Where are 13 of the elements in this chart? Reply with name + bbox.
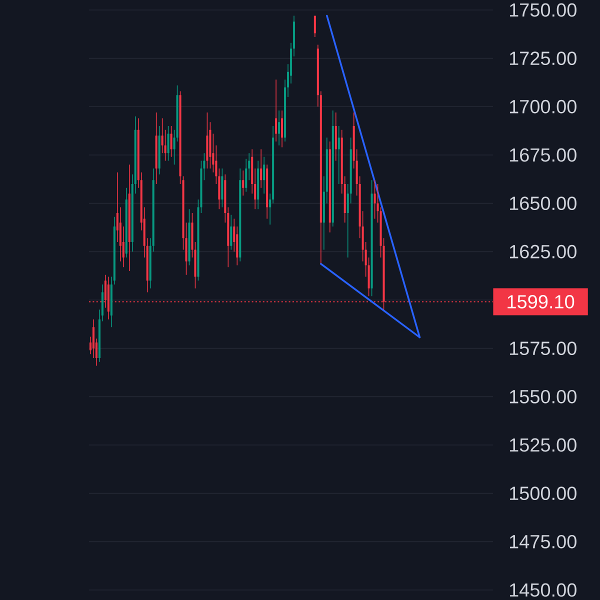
y-tick-label: 1475.00 [510, 534, 576, 548]
y-tick-label: 1725.00 [510, 52, 576, 66]
ref-line-label: 1599.10 [508, 295, 574, 308]
y-tick-label: 1700.00 [510, 100, 576, 114]
y-tick-label: 1750.00 [510, 3, 576, 17]
y-tick-label: 1525.00 [510, 438, 576, 452]
y-tick-label: 1575.00 [510, 342, 576, 356]
y-tick-label: 1450.00 [510, 583, 576, 597]
y-tick-label: 1650.00 [510, 196, 576, 210]
y-tick-label: 1550.00 [510, 390, 576, 404]
y-tick-label: 1675.00 [510, 148, 576, 162]
y-tick-label: 1500.00 [510, 486, 576, 500]
y-tick-label: 1625.00 [510, 244, 576, 258]
